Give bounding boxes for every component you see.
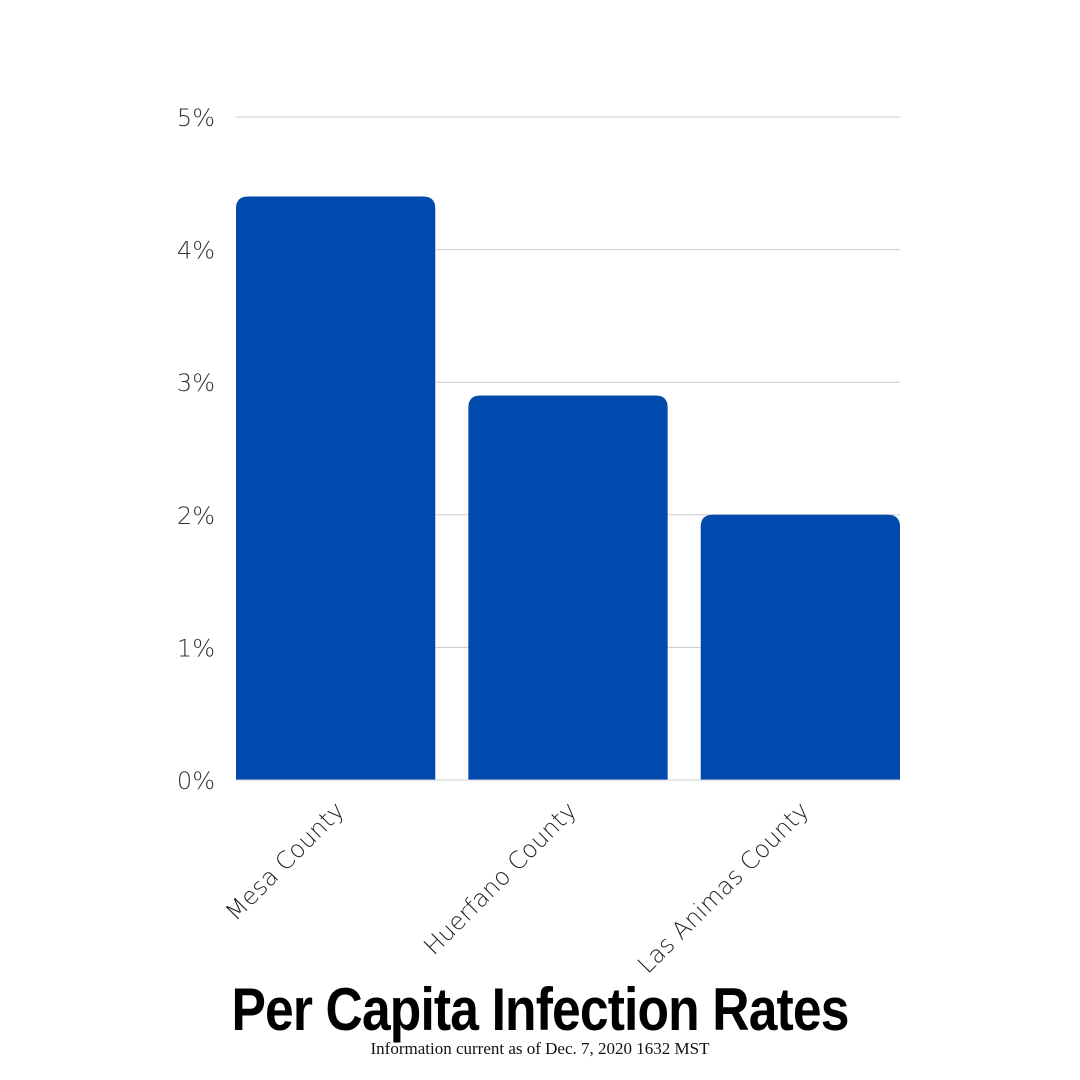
chart-subtitle: Information current as of Dec. 7, 2020 1…	[370, 1039, 710, 1058]
chart-title: Per Capita Infection Rates	[231, 976, 849, 1043]
y-tick-label: 4%	[177, 237, 215, 265]
x-axis-labels: Mesa County Huerfano County Las Animas Cou…	[220, 796, 815, 979]
bar	[468, 395, 668, 780]
y-tick-label: 2%	[177, 502, 215, 530]
x-tick-label: Mesa County	[220, 796, 350, 926]
y-axis-ticks: 0% 1% 2% 3% 4% 5%	[177, 104, 215, 795]
x-tick-label: Huerfano County	[418, 796, 582, 960]
y-tick-label: 3%	[177, 369, 215, 397]
y-tick-label: 1%	[177, 634, 215, 662]
bar	[700, 514, 900, 780]
x-tick-label: Las Animas County	[632, 796, 815, 979]
bars	[236, 196, 900, 780]
y-tick-label: 0%	[177, 767, 215, 795]
y-tick-label: 5%	[177, 104, 215, 132]
bar	[236, 196, 436, 780]
